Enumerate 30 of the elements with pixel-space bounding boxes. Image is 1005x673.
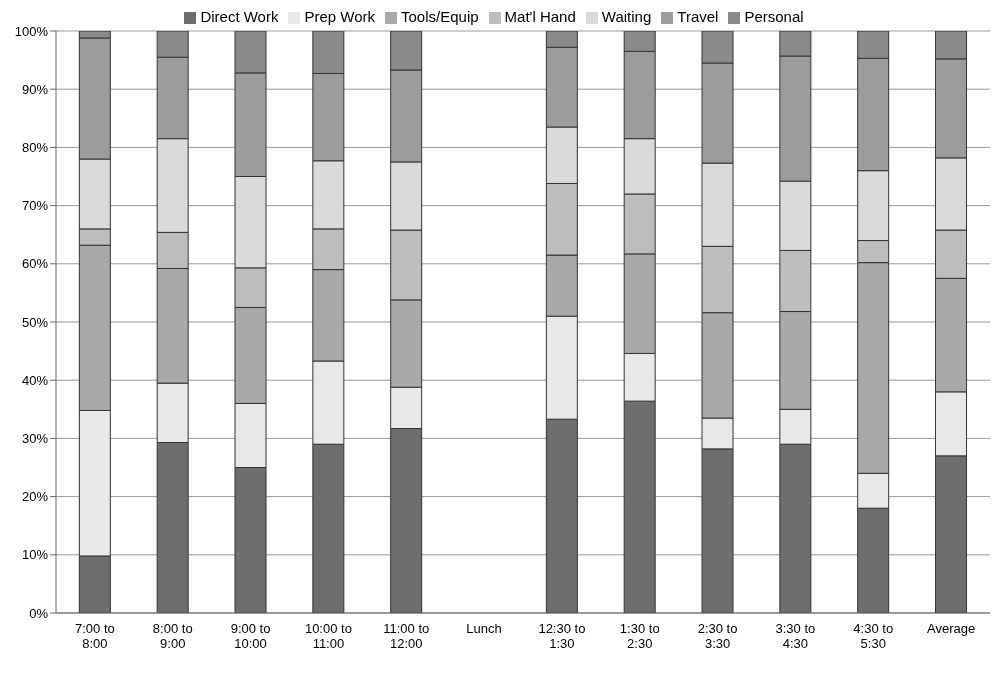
y-tick-label: 40% [21,372,49,388]
y-tick-label: 100% [14,23,49,39]
legend-label: Direct Work [200,8,279,25]
legend-label: Prep Work [304,8,376,25]
x-tick-label: 1:30 to 2:30 [619,621,660,651]
x-tick-label: Lunch [466,621,502,636]
y-tick-label: 70% [21,198,49,214]
x-tick-label: 3:30 to 4:30 [775,621,816,651]
y-tick-label: 60% [21,256,49,272]
y-tick-label: 90% [21,81,49,97]
x-tick-label: 4:30 to 5:30 [853,621,894,651]
x-tick-label: 7:00 to 8:00 [75,621,115,651]
y-tick-label: 20% [21,489,49,505]
legend-label: Personal [744,8,804,25]
y-tick-label: 80% [21,140,49,156]
legend-label: Travel [677,8,719,25]
x-tick-label: 12:30 to 1:30 [538,621,586,651]
y-tick-label: 50% [21,314,49,330]
legend-label: Waiting [601,8,652,25]
x-tick-label: 8:00 to 9:00 [152,621,193,651]
y-tick-label: 0% [29,605,49,621]
legend-label: Tools/Equip [401,8,479,25]
x-tick-label: 11:00 to 12:00 [383,621,430,651]
legend-label: Mat'l Hand [504,8,576,25]
x-tick-label: 2:30 to 3:30 [697,621,738,651]
y-tick-label: 10% [21,547,49,563]
y-tick-label: 30% [21,431,49,447]
x-tick-label: Average [926,621,976,636]
x-tick-label: 10:00 to 11:00 [304,621,352,651]
x-tick-label: 9:00 to 10:00 [230,621,271,651]
